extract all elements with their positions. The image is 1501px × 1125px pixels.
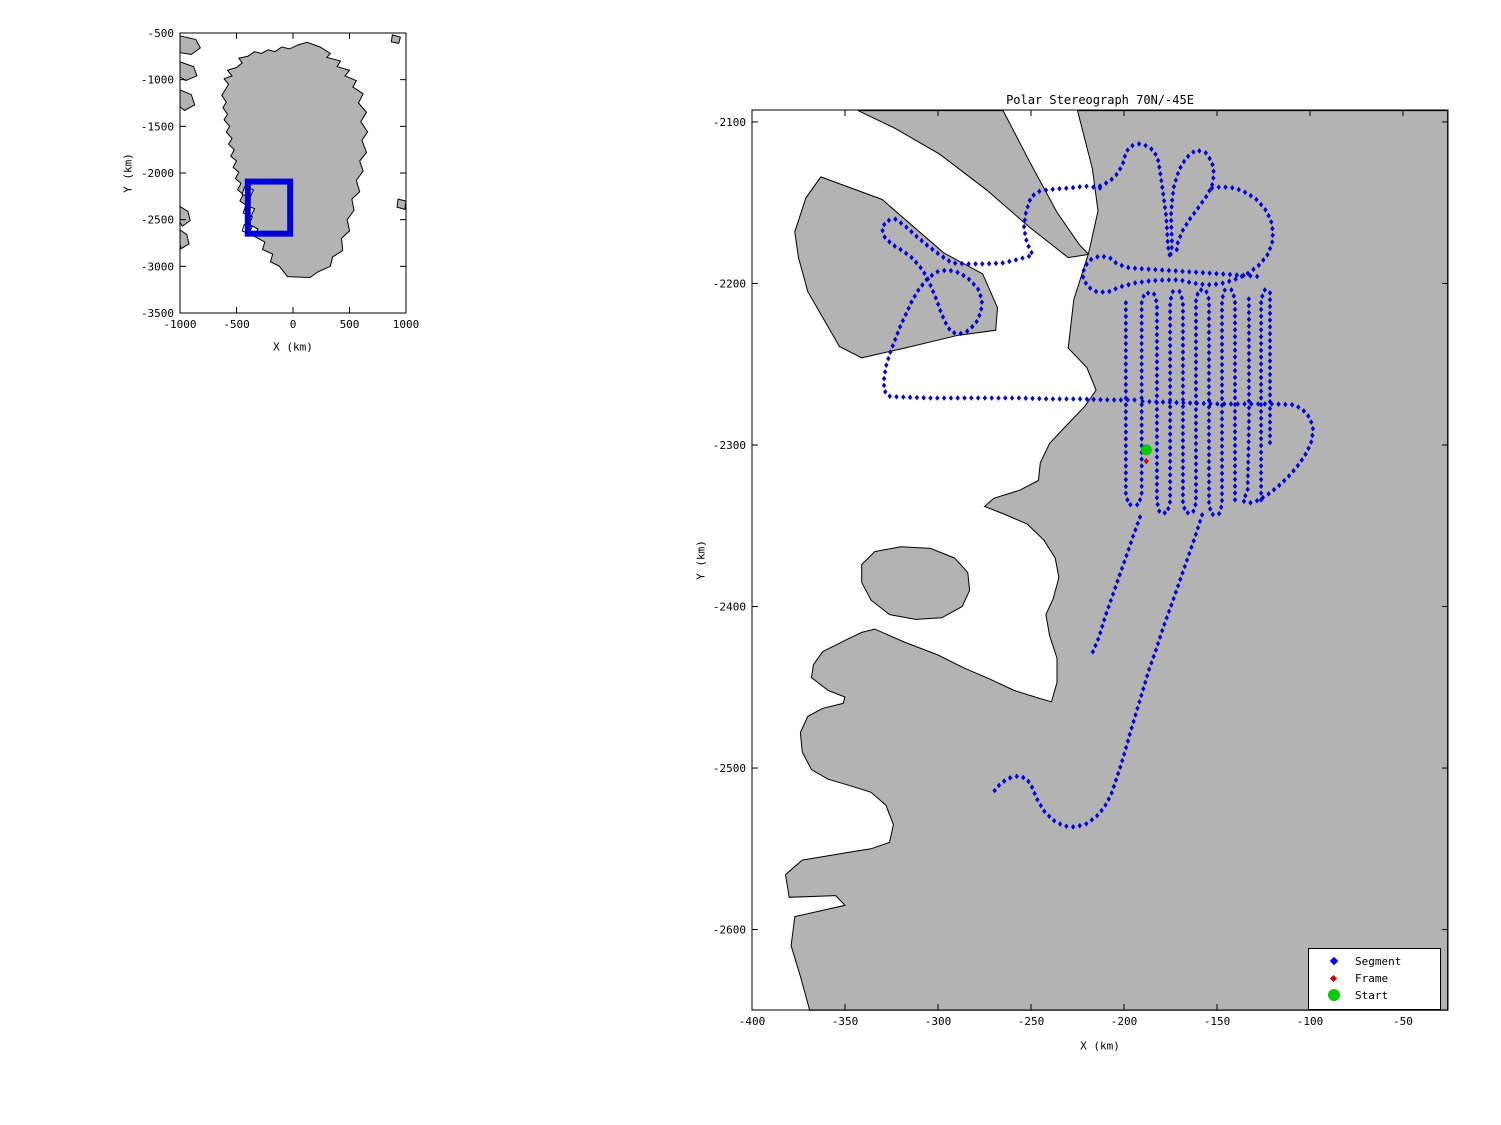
start-marker-icon [1328,989,1340,1001]
frame-marker-icon [1329,974,1338,983]
svg-text:-1000: -1000 [141,74,174,87]
svg-text:-2500: -2500 [713,762,746,775]
svg-text:-2500: -2500 [141,214,174,227]
svg-text:-150: -150 [1204,1015,1231,1028]
svg-text:-300: -300 [925,1015,952,1028]
main-x-axis-label: X (km) [1080,1039,1120,1053]
svg-text:-3000: -3000 [141,260,174,273]
svg-text:-50: -50 [1393,1015,1413,1028]
svg-text:-400: -400 [739,1015,766,1028]
svg-text:-250: -250 [1018,1015,1045,1028]
legend-row-start: Start [1309,987,1440,1004]
svg-text:-2000: -2000 [141,167,174,180]
svg-text:1000: 1000 [393,318,420,331]
svg-text:-1000: -1000 [163,318,196,331]
svg-text:-100: -100 [1297,1015,1324,1028]
main-plot-title: Polar Stereograph 70N/-45E [1006,93,1194,107]
legend-row-segment: Segment [1309,953,1440,970]
inset-y-axis-label: Y (km) [121,153,135,193]
svg-text:-2200: -2200 [713,277,746,290]
segment-marker-icon [1329,956,1339,966]
svg-text:-3500: -3500 [141,307,174,320]
svg-text:-2300: -2300 [713,439,746,452]
svg-text:-350: -350 [832,1015,859,1028]
svg-text:-2600: -2600 [713,924,746,937]
svg-text:-2400: -2400 [713,601,746,614]
svg-text:0: 0 [290,318,297,331]
legend-row-frame: Frame [1309,970,1440,987]
legend: Segment Frame Start [1308,948,1441,1010]
svg-text:-1500: -1500 [141,120,174,133]
legend-label-start: Start [1355,989,1389,1002]
main-y-axis-label: Y (km) [694,540,708,580]
inset-x-axis-label: X (km) [273,340,313,354]
svg-text:-500: -500 [223,318,250,331]
svg-text:-500: -500 [148,27,175,40]
legend-label-segment: Segment [1355,955,1402,968]
svg-text:-2100: -2100 [713,116,746,129]
svg-text:500: 500 [340,318,360,331]
legend-label-frame: Frame [1355,972,1389,985]
svg-text:-200: -200 [1111,1015,1138,1028]
